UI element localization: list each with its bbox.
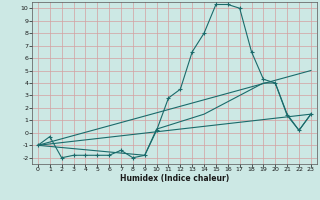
X-axis label: Humidex (Indice chaleur): Humidex (Indice chaleur) xyxy=(120,174,229,183)
